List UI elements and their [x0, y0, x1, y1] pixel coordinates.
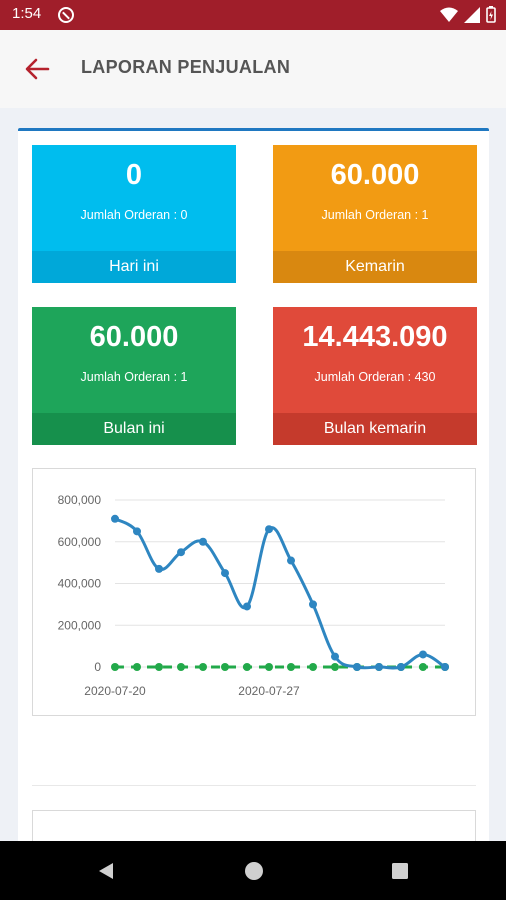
y-tick-label: 600,000 [58, 535, 102, 549]
tile-order-count: Jumlah Orderan : 1 [321, 208, 429, 222]
data-point [243, 602, 251, 611]
data-point [265, 663, 273, 671]
y-tick-label: 400,000 [58, 577, 102, 591]
y-tick-label: 800,000 [58, 493, 102, 507]
status-icons [440, 6, 496, 23]
data-point [177, 663, 185, 671]
data-point [155, 564, 163, 573]
data-point [199, 537, 207, 546]
data-point [155, 663, 163, 671]
data-point [441, 663, 449, 671]
data-point [177, 548, 185, 557]
notification-icon [58, 7, 74, 23]
tile-this-month[interactable]: 60.000 Jumlah Orderan : 1 Bulan ini [32, 307, 236, 445]
data-point [287, 556, 295, 565]
y-tick-label: 200,000 [58, 618, 102, 632]
x-tick-label: 2020-07-20 [84, 684, 146, 698]
data-point [397, 663, 405, 671]
data-point [375, 663, 383, 671]
tile-yesterday[interactable]: 60.000 Jumlah Orderan : 1 Kemarin [273, 145, 477, 283]
tile-value: 60.000 [89, 321, 179, 353]
sales-chart: 800,000 600,000 400,000 200,000 0 2020-07-20 2… [32, 468, 476, 716]
tile-order-count: Jumlah Orderan : 0 [80, 208, 188, 222]
status-time: 1:54 [12, 5, 42, 22]
nav-back-icon[interactable] [96, 861, 116, 881]
data-point [111, 514, 119, 523]
data-point [419, 650, 427, 659]
arrow-left-icon [25, 58, 50, 80]
data-point [199, 663, 207, 671]
data-point [309, 663, 317, 671]
data-point [331, 663, 339, 671]
nav-home-icon[interactable] [244, 861, 264, 881]
tile-order-count: Jumlah Orderan : 430 [314, 370, 436, 384]
navigation-bar [0, 841, 506, 900]
tile-value: 14.443.090 [302, 321, 448, 353]
y-tick-label: 0 [94, 660, 101, 674]
signal-icon [464, 6, 480, 23]
data-point [221, 569, 229, 578]
series-line [114, 517, 446, 670]
status-bar: 1:54 [0, 0, 506, 30]
data-point [331, 652, 339, 661]
tile-last-month[interactable]: 14.443.090 Jumlah Orderan : 430 Bulan ke… [273, 307, 477, 445]
data-point [287, 663, 295, 671]
battery-icon [486, 6, 496, 23]
tile-order-count: Jumlah Orderan : 1 [80, 370, 188, 384]
data-point [133, 527, 141, 536]
data-point [111, 663, 119, 671]
divider [32, 785, 476, 786]
app-bar: LAPORAN PENJUALAN [0, 30, 506, 108]
nav-recents-icon[interactable] [390, 861, 410, 881]
data-point [419, 663, 427, 671]
data-point [265, 525, 273, 534]
page-title: LAPORAN PENJUALAN [81, 57, 291, 77]
tile-period-label: Hari ini [32, 251, 236, 283]
tile-period-label: Bulan ini [32, 413, 236, 445]
data-point [353, 663, 361, 671]
tile-today[interactable]: 0 Jumlah Orderan : 0 Hari ini [32, 145, 236, 283]
data-point [221, 663, 229, 671]
filter-panel [32, 810, 476, 850]
tile-period-label: Kemarin [273, 251, 477, 283]
tile-period-label: Bulan kemarin [273, 413, 477, 445]
tile-value: 0 [125, 159, 143, 191]
tile-value: 60.000 [330, 159, 420, 191]
sales-line-chart: 800,000 600,000 400,000 200,000 0 2020-07-20 2… [58, 493, 449, 698]
data-point [243, 663, 251, 671]
x-tick-label: 2020-07-27 [238, 684, 300, 698]
back-button[interactable] [20, 52, 54, 86]
data-point [133, 663, 141, 671]
wifi-icon [440, 7, 458, 22]
data-point [309, 600, 317, 609]
